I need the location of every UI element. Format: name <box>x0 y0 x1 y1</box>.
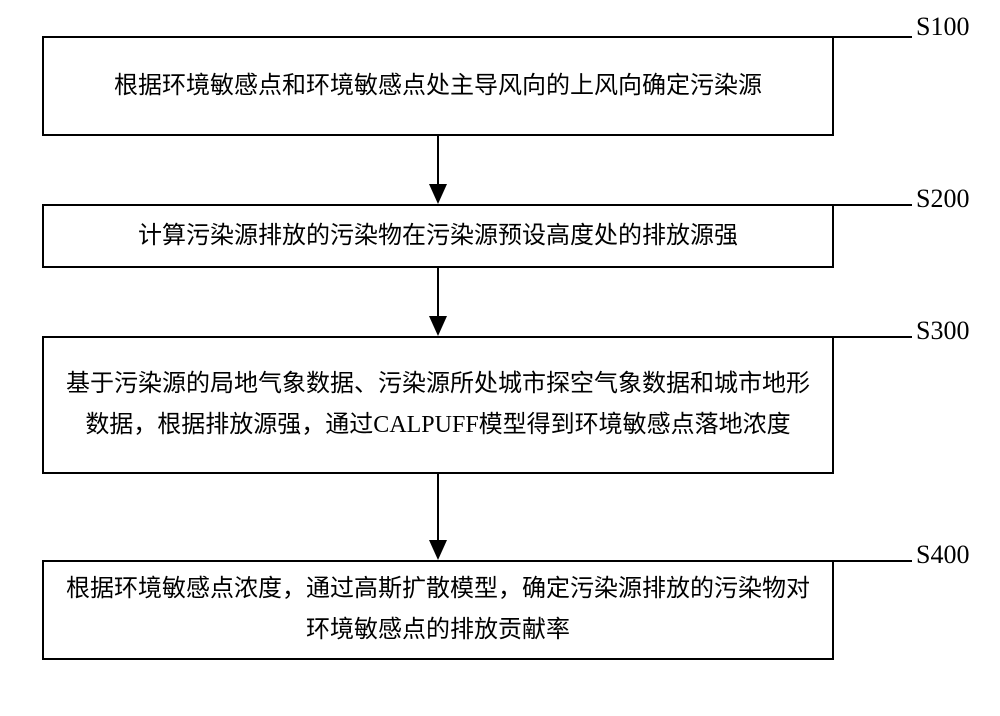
flow-step-s400: 根据环境敏感点浓度，通过高斯扩散模型，确定污染源排放的污染物对环境敏感点的排放贡… <box>42 560 834 660</box>
flow-step-label-s300: S300 <box>916 316 969 346</box>
flow-step-text: 基于污染源的局地气象数据、污染源所处城市探空气象数据和城市地形数据，根据排放源强… <box>58 364 818 446</box>
flow-arrow <box>418 268 458 336</box>
leader-line <box>834 560 912 562</box>
leader-line <box>834 36 912 38</box>
leader-line <box>834 336 912 338</box>
flow-arrow <box>418 474 458 560</box>
flow-step-label-s200: S200 <box>916 184 969 214</box>
flowchart-canvas: 根据环境敏感点和环境敏感点处主导风向的上风向确定污染源 S100 计算污染源排放的污… <box>0 0 1000 716</box>
flow-step-label-s400: S400 <box>916 540 969 570</box>
flow-step-s100: 根据环境敏感点和环境敏感点处主导风向的上风向确定污染源 <box>42 36 834 136</box>
leader-line <box>834 204 912 206</box>
flow-arrow <box>418 136 458 204</box>
flow-step-label-s100: S100 <box>916 12 969 42</box>
flow-step-text: 计算污染源排放的污染物在污染源预设高度处的排放源强 <box>138 216 738 257</box>
flow-step-s200: 计算污染源排放的污染物在污染源预设高度处的排放源强 <box>42 204 834 268</box>
flow-step-text: 根据环境敏感点浓度，通过高斯扩散模型，确定污染源排放的污染物对环境敏感点的排放贡… <box>58 569 818 651</box>
flow-step-s300: 基于污染源的局地气象数据、污染源所处城市探空气象数据和城市地形数据，根据排放源强… <box>42 336 834 474</box>
flow-step-text: 根据环境敏感点和环境敏感点处主导风向的上风向确定污染源 <box>114 66 762 107</box>
